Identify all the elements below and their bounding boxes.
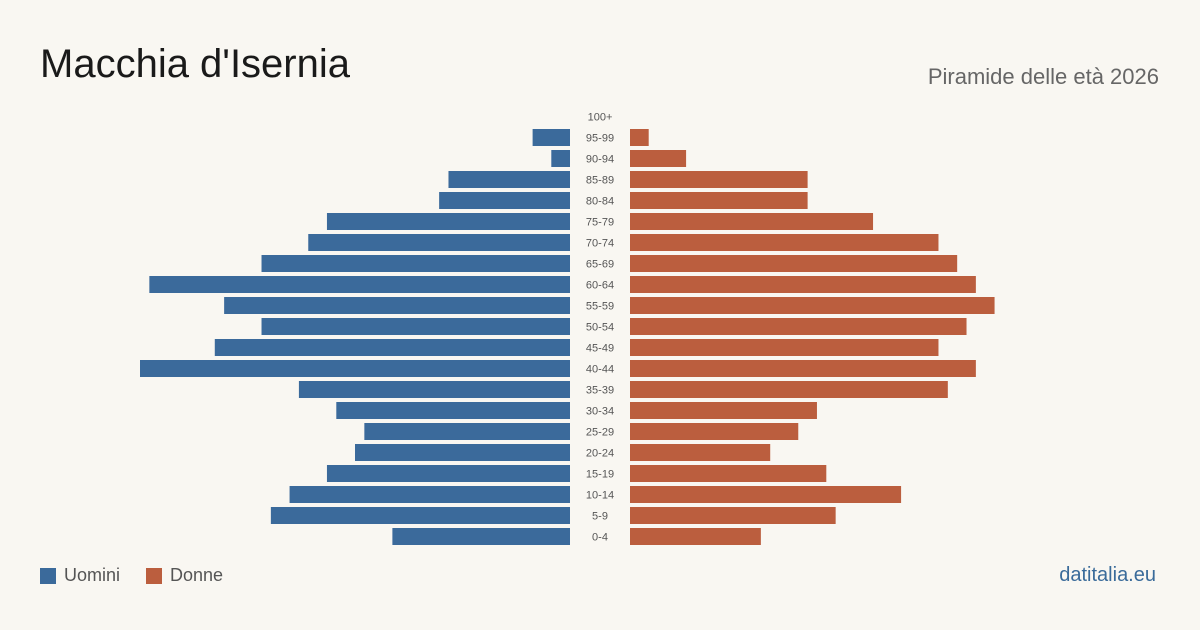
- bar-male: [551, 150, 570, 167]
- age-label: 35-39: [586, 384, 614, 396]
- age-label: 55-59: [586, 300, 614, 312]
- bar-female: [630, 528, 761, 545]
- age-label: 70-74: [586, 237, 614, 249]
- age-label: 20-24: [586, 447, 614, 459]
- age-label: 75-79: [586, 216, 614, 228]
- bar-female: [630, 423, 799, 440]
- bar-male: [270, 507, 570, 524]
- bar-male: [364, 423, 570, 440]
- bar-male: [392, 528, 570, 545]
- source-link[interactable]: datitalia.eu: [1059, 564, 1156, 586]
- age-label: 25-29: [586, 426, 614, 438]
- bar-female: [630, 213, 874, 230]
- age-label: 10-14: [586, 489, 614, 501]
- legend: Uomini Donne: [40, 565, 249, 586]
- bar-male: [532, 129, 570, 146]
- bar-female: [630, 129, 649, 146]
- age-label: 15-19: [586, 468, 614, 480]
- legend-swatch-female: [146, 567, 163, 584]
- bar-male: [326, 465, 570, 482]
- bar-female: [630, 255, 958, 272]
- age-label: 60-64: [586, 279, 614, 291]
- bar-male: [326, 213, 570, 230]
- bar-female: [630, 360, 976, 377]
- bar-male: [261, 255, 570, 272]
- bar-female: [630, 339, 939, 356]
- bar-female: [630, 381, 948, 398]
- bar-male: [214, 339, 571, 356]
- bar-male: [140, 360, 570, 377]
- age-label: 0-4: [592, 531, 608, 543]
- bar-male: [355, 444, 570, 461]
- bar-female: [630, 444, 771, 461]
- chart-subtitle: Piramide delle età 2026: [927, 64, 1159, 89]
- age-label: 85-89: [586, 174, 614, 186]
- bar-male: [289, 486, 570, 503]
- age-label: 95-99: [586, 132, 614, 144]
- bar-female: [630, 276, 976, 293]
- bar-male: [439, 192, 570, 209]
- age-label: 80-84: [586, 195, 614, 207]
- age-label: 30-34: [586, 405, 614, 417]
- age-label: 100+: [588, 111, 613, 123]
- chart-title: Macchia d'Isernia: [40, 42, 350, 86]
- legend-label-female: Donne: [170, 565, 224, 585]
- legend-item-male: Uomini: [40, 565, 120, 586]
- bar-male: [298, 381, 570, 398]
- bar-female: [630, 486, 902, 503]
- age-label: 90-94: [586, 153, 614, 165]
- bar-male: [336, 402, 570, 419]
- bar-female: [630, 318, 967, 335]
- age-label: 65-69: [586, 258, 614, 270]
- legend-swatch-male: [40, 567, 56, 584]
- bar-female: [630, 465, 827, 482]
- bar-female: [630, 171, 808, 188]
- legend-item-female: Donne: [146, 565, 223, 586]
- bar-male: [149, 276, 570, 293]
- age-label: 45-49: [586, 342, 614, 354]
- bar-female: [630, 192, 808, 209]
- legend-label-male: Uomini: [64, 565, 121, 585]
- bar-female: [630, 297, 995, 314]
- bar-male: [308, 234, 570, 251]
- bar-female: [630, 234, 939, 251]
- bar-female: [630, 402, 817, 419]
- bar-female: [630, 150, 687, 167]
- bar-male: [224, 297, 570, 314]
- age-label: 50-54: [586, 321, 614, 333]
- bar-male: [261, 318, 570, 335]
- age-label: 40-44: [586, 363, 614, 375]
- age-label: 5-9: [592, 510, 608, 522]
- bar-female: [630, 507, 836, 524]
- bar-male: [448, 171, 570, 188]
